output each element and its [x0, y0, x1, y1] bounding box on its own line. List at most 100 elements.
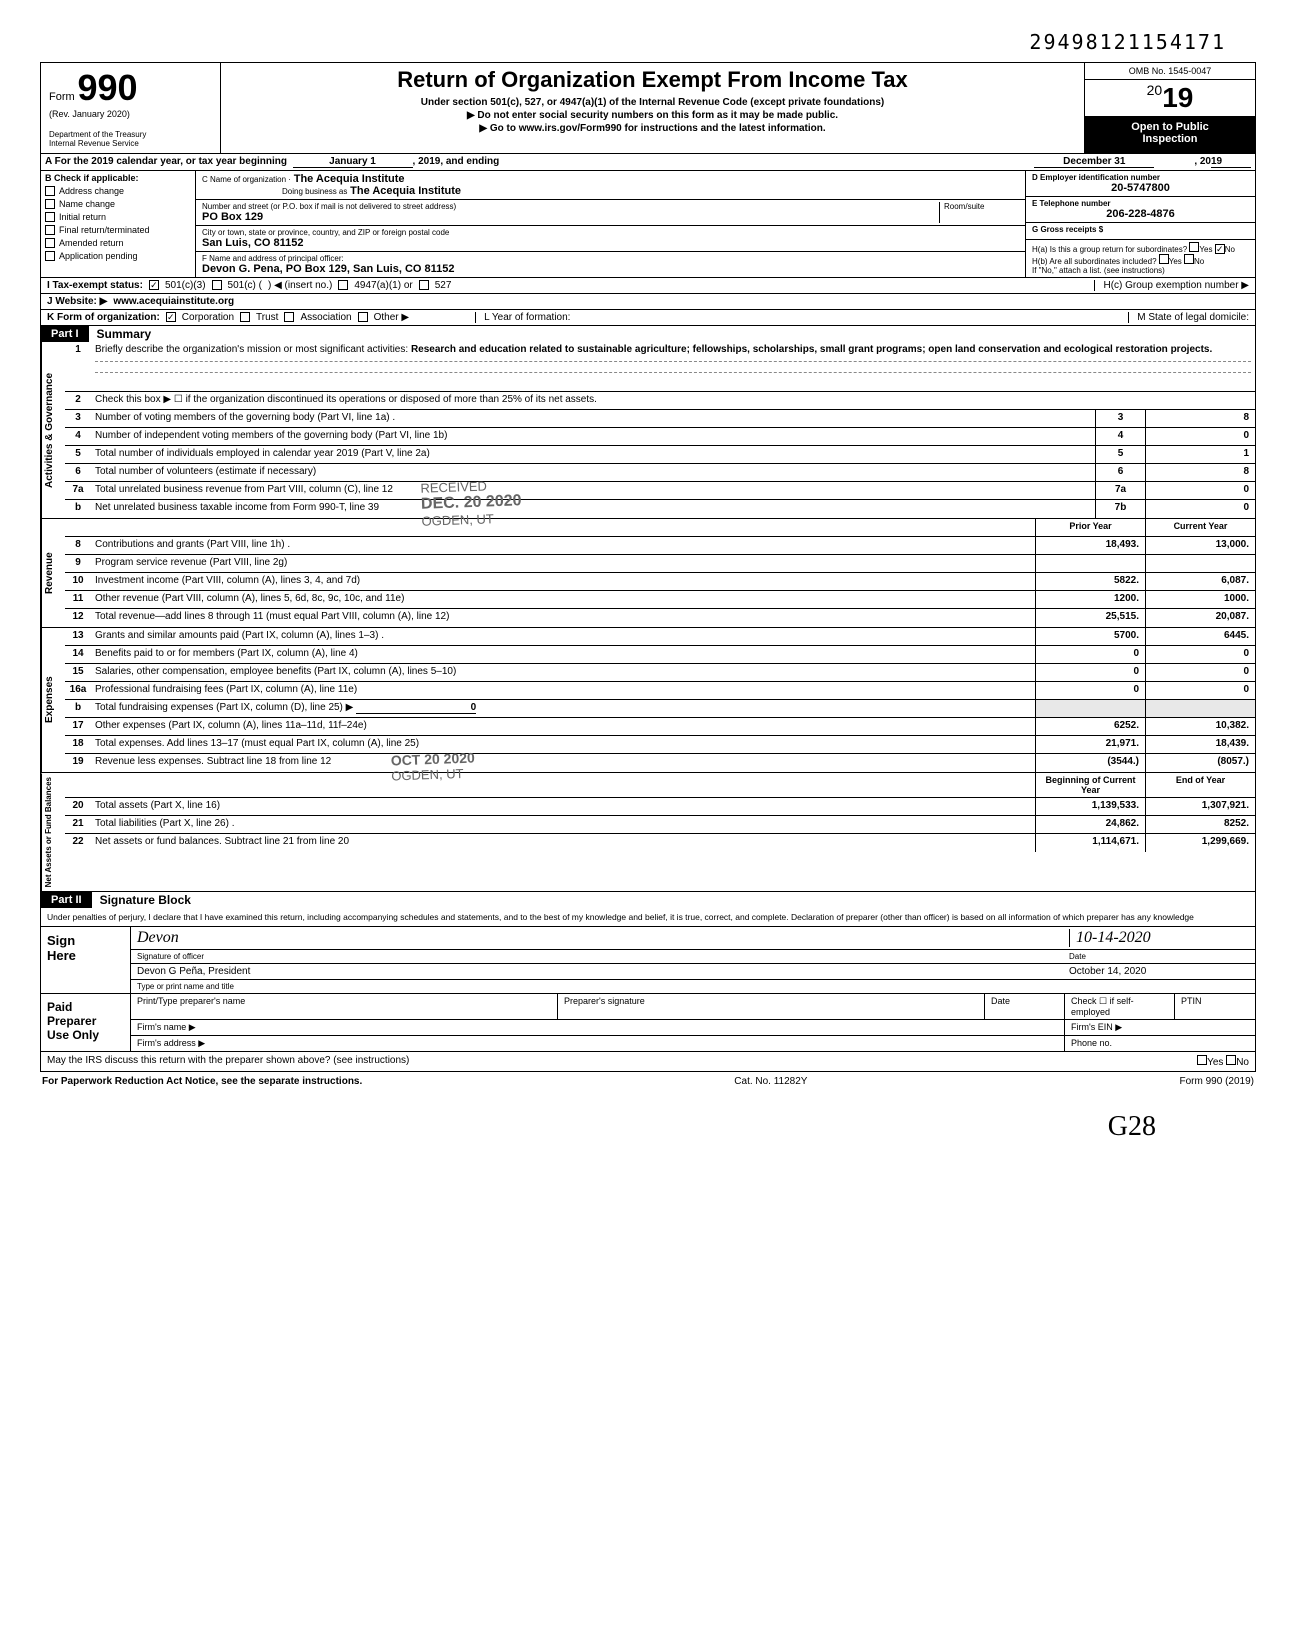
firm-phone-field[interactable]: Phone no. — [1065, 1036, 1255, 1051]
line-16a-prior[interactable]: 0 — [1035, 682, 1145, 699]
chk-corporation[interactable]: ✓ — [166, 312, 176, 322]
dept-text: Department of the TreasuryInternal Reven… — [49, 131, 212, 149]
line-14-prior[interactable]: 0 — [1035, 646, 1145, 663]
prep-date-field[interactable]: Date — [985, 994, 1065, 1019]
ein[interactable]: 20-5747800 — [1032, 182, 1249, 194]
subtitle-1: Under section 501(c), 527, or 4947(a)(1)… — [225, 97, 1080, 108]
col-end-year: End of Year — [1145, 773, 1255, 797]
summary-line: 7aTotal unrelated business revenue from … — [65, 482, 1255, 500]
chk-501c3[interactable]: ✓ — [149, 280, 159, 290]
revenue-line: 12Total revenue—add lines 8 through 11 (… — [65, 609, 1255, 627]
firm-ein-field[interactable]: Firm's EIN ▶ — [1065, 1020, 1255, 1035]
sign-date[interactable]: 10-14-2020 — [1076, 929, 1151, 946]
line-20-begin[interactable]: 1,139,533. — [1035, 798, 1145, 815]
line-10-prior[interactable]: 5822. — [1035, 573, 1145, 590]
line-3-value[interactable]: 8 — [1145, 410, 1255, 427]
dba-name[interactable]: The Acequia Institute — [350, 185, 461, 197]
ha-yes[interactable] — [1189, 242, 1199, 252]
col-prior-year: Prior Year — [1035, 519, 1145, 536]
chk-address-change[interactable] — [45, 186, 55, 196]
officer-date[interactable]: October 14, 2020 — [1069, 966, 1249, 977]
line-20-end[interactable]: 1,307,921. — [1145, 798, 1255, 815]
chk-name-change[interactable] — [45, 199, 55, 209]
line-17-current[interactable]: 10,382. — [1145, 718, 1255, 735]
firm-addr-field[interactable]: Firm's address ▶ — [131, 1036, 1065, 1051]
chk-501c[interactable] — [212, 280, 222, 290]
line-15-prior[interactable]: 0 — [1035, 664, 1145, 681]
line-13-current[interactable]: 6445. — [1145, 628, 1255, 645]
firm-name-field[interactable]: Firm's name ▶ — [131, 1020, 1065, 1035]
ptin-field[interactable]: PTIN — [1175, 994, 1255, 1019]
line-9-prior[interactable] — [1035, 555, 1145, 572]
line-19-current[interactable]: (8057.) — [1145, 754, 1255, 772]
line-22-end[interactable]: 1,299,669. — [1145, 834, 1255, 852]
line-6-value[interactable]: 8 — [1145, 464, 1255, 481]
line-16a-current[interactable]: 0 — [1145, 682, 1255, 699]
hc-label: H(c) Group exemption number ▶ — [1094, 280, 1249, 291]
officer-name[interactable]: Devon G Peña, President — [137, 966, 1069, 977]
line-4-value[interactable]: 0 — [1145, 428, 1255, 445]
chk-trust[interactable] — [240, 312, 250, 322]
line-17-prior[interactable]: 6252. — [1035, 718, 1145, 735]
signature-block: Under penalties of perjury, I declare th… — [40, 908, 1256, 1072]
chk-527[interactable] — [419, 280, 429, 290]
line-14-current[interactable]: 0 — [1145, 646, 1255, 663]
tax-year-begin[interactable]: January 1 — [293, 156, 413, 168]
line-18-prior[interactable]: 21,971. — [1035, 736, 1145, 753]
line-b-value[interactable]: 0 — [1145, 500, 1255, 518]
org-city[interactable]: San Luis, CO 81152 — [202, 237, 1019, 249]
line-13-prior[interactable]: 5700. — [1035, 628, 1145, 645]
line-11-prior[interactable]: 1200. — [1035, 591, 1145, 608]
officer-signature[interactable]: Devon — [137, 929, 179, 946]
line-8-prior[interactable]: 18,493. — [1035, 537, 1145, 554]
tax-year-end[interactable]: December 31 — [1034, 156, 1154, 168]
hb-no[interactable] — [1184, 254, 1194, 264]
chk-4947[interactable] — [338, 280, 348, 290]
prep-name-field[interactable]: Print/Type preparer's name — [131, 994, 558, 1019]
chk-other[interactable] — [358, 312, 368, 322]
line-22-begin[interactable]: 1,114,671. — [1035, 834, 1145, 852]
mission-text[interactable]: Research and education related to sustai… — [411, 344, 1212, 355]
hb-yes[interactable] — [1159, 254, 1169, 264]
chk-final-return[interactable] — [45, 225, 55, 235]
line-9-current[interactable] — [1145, 555, 1255, 572]
discuss-yes[interactable] — [1197, 1055, 1207, 1065]
expense-line: 15Salaries, other compensation, employee… — [65, 664, 1255, 682]
website[interactable]: www.acequiainstitute.org — [113, 296, 234, 307]
line-10-current[interactable]: 6,087. — [1145, 573, 1255, 590]
line-12-current[interactable]: 20,087. — [1145, 609, 1255, 627]
tax-year-suffix[interactable]: 19 — [1211, 156, 1251, 168]
gross-receipts-label: G Gross receipts $ — [1032, 225, 1249, 234]
chk-initial-return[interactable] — [45, 212, 55, 222]
section-b: B Check if applicable: Address change Na… — [40, 170, 1256, 277]
ha-no[interactable]: ✓ — [1215, 244, 1225, 254]
summary-line: 5Total number of individuals employed in… — [65, 446, 1255, 464]
chk-amended[interactable] — [45, 238, 55, 248]
line-18-current[interactable]: 18,439. — [1145, 736, 1255, 753]
net-line: 22Net assets or fund balances. Subtract … — [65, 834, 1255, 852]
prep-self-employed[interactable]: Check ☐ if self-employed — [1065, 994, 1175, 1019]
summary-line: bNet unrelated business taxable income f… — [65, 500, 1255, 518]
org-address[interactable]: PO Box 129 — [202, 211, 939, 223]
revenue-line: 9Program service revenue (Part VIII, lin… — [65, 555, 1255, 573]
line-21-end[interactable]: 8252. — [1145, 816, 1255, 833]
line-11-current[interactable]: 1000. — [1145, 591, 1255, 608]
phone[interactable]: 206-228-4876 — [1032, 208, 1249, 220]
tax-year: 2019 — [1085, 80, 1255, 117]
prep-sig-field[interactable]: Preparer's signature — [558, 994, 985, 1019]
chk-application-pending[interactable] — [45, 251, 55, 261]
line-15-current[interactable]: 0 — [1145, 664, 1255, 681]
line-19-prior[interactable]: (3544.) — [1035, 754, 1145, 772]
principal-officer[interactable]: Devon G. Pena, PO Box 129, San Luis, CO … — [202, 263, 455, 275]
expense-line: 19Revenue less expenses. Subtract line 1… — [65, 754, 1255, 772]
line-7a-value[interactable]: 0 — [1145, 482, 1255, 499]
line-12-prior[interactable]: 25,515. — [1035, 609, 1145, 627]
year-formation-label: L Year of formation: — [475, 312, 578, 323]
org-name[interactable]: The Acequia Institute — [294, 173, 405, 185]
chk-association[interactable] — [284, 312, 294, 322]
discuss-no[interactable] — [1226, 1055, 1236, 1065]
line-5-value[interactable]: 1 — [1145, 446, 1255, 463]
row-j: J Website: ▶ www.acequiainstitute.org — [40, 293, 1256, 309]
line-8-current[interactable]: 13,000. — [1145, 537, 1255, 554]
line-21-begin[interactable]: 24,862. — [1035, 816, 1145, 833]
